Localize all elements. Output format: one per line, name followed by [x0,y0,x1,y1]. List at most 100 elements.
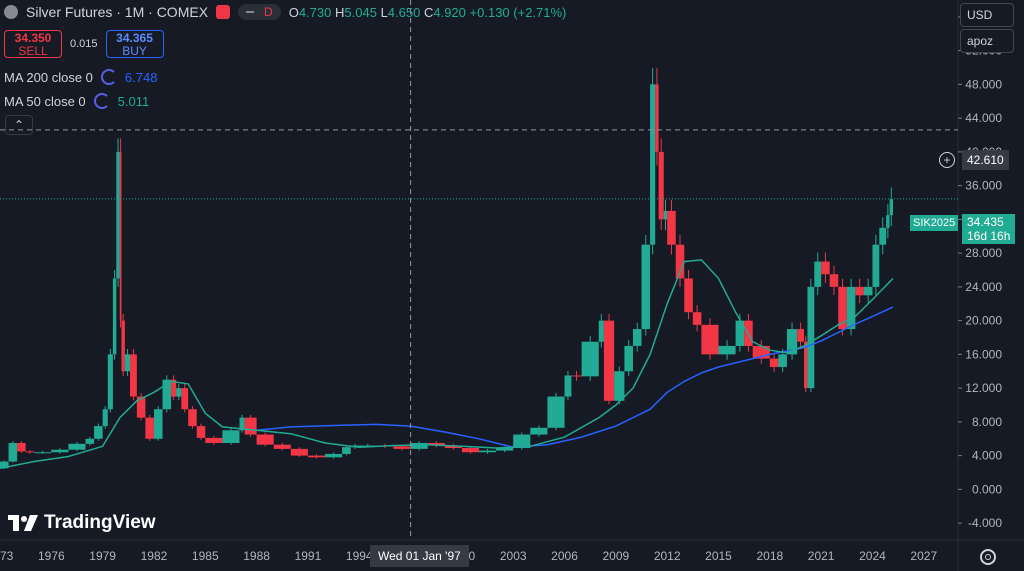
ma50-value: 5.011 [117,93,150,109]
ma50-label: MA 50 close 0 [4,93,86,109]
tradingview-logo-icon [8,515,38,531]
candle-body [51,449,69,453]
buy-button[interactable]: 34.365 BUY [105,30,164,58]
x-tick-label: 2009 [603,549,630,563]
candle-body [658,151,664,220]
y-tick-label: 48.000 [965,77,1002,91]
collapse-legend-button[interactable]: ⌃ [5,115,33,135]
candle-body [807,286,815,389]
ma200-label: MA 200 close 0 [4,69,93,85]
close-value: 4.920 [433,4,466,20]
candle-body [256,434,274,445]
y-tick-label: -4.000 [968,516,1002,530]
candle-body [34,452,52,454]
candle-body [564,375,572,397]
indicator-ma50[interactable]: MA 50 close 0 5.011 [4,93,149,109]
change-value: +0.130 (+2.71%) [469,4,567,20]
candle-body [153,409,163,439]
data-status-pill[interactable]: D [238,4,281,20]
loading-icon [93,93,110,109]
y-tick-label: 4.000 [972,449,1002,463]
sell-button[interactable]: 34.350 SELL [4,30,62,58]
candle-body [68,443,86,450]
y-tick-label: 20.000 [965,314,1002,328]
candle-body [571,375,582,377]
candle-body [0,461,9,469]
x-tick-label: 2003 [500,549,527,563]
bar-countdown: 16d 16h [967,229,1011,243]
y-tick-label: 24.000 [965,280,1002,294]
scale-select[interactable]: apoz [960,29,1014,53]
candle-body [136,396,146,418]
candle-body [701,324,719,355]
candle-body [205,437,223,443]
candle-body [427,442,445,446]
x-tick-label: 2012 [654,549,681,563]
logo-text: TradingView [44,512,156,533]
candle-body [886,215,890,228]
candle-body [107,354,113,410]
candle-body [786,329,798,355]
candle-body [393,446,411,449]
candle-body [718,345,736,355]
ma-line-50 [0,259,894,470]
candle-body [496,448,514,451]
candle-body [25,451,35,453]
x-tick-label: 1976 [38,549,65,563]
candle-body [244,417,257,435]
candle-body [124,354,131,372]
candle-body [735,320,745,346]
candle-body [8,442,18,462]
candle-body [641,244,651,330]
crosshair-price-label: 42.610 [962,150,1009,170]
candle-body [846,286,856,330]
low-value: 4.650 [387,4,421,20]
buy-price: 34.365 [116,31,153,45]
candle-body [863,286,873,296]
visibility-icon [246,11,255,13]
ma200-value: 6.748 [124,69,158,85]
candle-body [325,453,343,458]
candle-body [675,244,685,279]
candle-body [804,341,808,389]
x-tick-label: 2015 [705,549,732,563]
candle-body [855,286,864,296]
x-tick-label: 1973 [0,549,14,563]
add-alert-icon[interactable]: + [939,152,955,168]
x-tick-label: 2006 [551,549,578,563]
last-price-value: 34.435 [967,215,1004,229]
x-tick-label: 1991 [295,549,322,563]
y-tick-label: 44.000 [965,111,1002,125]
tradingview-logo[interactable]: TradingView [8,512,156,534]
candle-body [663,210,668,220]
candle-body [145,417,154,439]
candle-body [598,320,604,342]
last-price-tag: 34.435 16d 16h [962,214,1016,244]
candle-body [116,151,120,279]
candle-body [162,379,172,410]
high-label: H [335,4,345,20]
candle-body [342,447,351,454]
candle-body [872,244,880,287]
settings-gear-icon[interactable] [980,549,996,565]
candle-body [307,455,326,458]
spread-value: 0.015 [70,38,98,50]
candle-body [359,445,377,447]
indicator-ma200[interactable]: MA 200 close 0 6.748 [4,69,157,85]
candle-body [94,426,103,439]
symbol-title[interactable]: Silver Futures · 1M · COMEX [26,4,209,20]
x-tick-label: 2021 [808,549,835,563]
y-tick-label: 36.000 [965,179,1002,193]
candle-body [650,84,656,245]
currency-select[interactable]: USD [960,3,1014,27]
candle-body [171,379,177,397]
candle-body [130,354,137,397]
ma-line-200 [256,306,894,448]
y-tick-label: 0.000 [972,482,1002,496]
y-tick-label: 28.000 [965,246,1002,260]
candle-body [530,427,548,435]
x-tick-label: 1985 [192,549,219,563]
market-closed-icon [216,5,231,19]
candle-body [119,151,122,321]
